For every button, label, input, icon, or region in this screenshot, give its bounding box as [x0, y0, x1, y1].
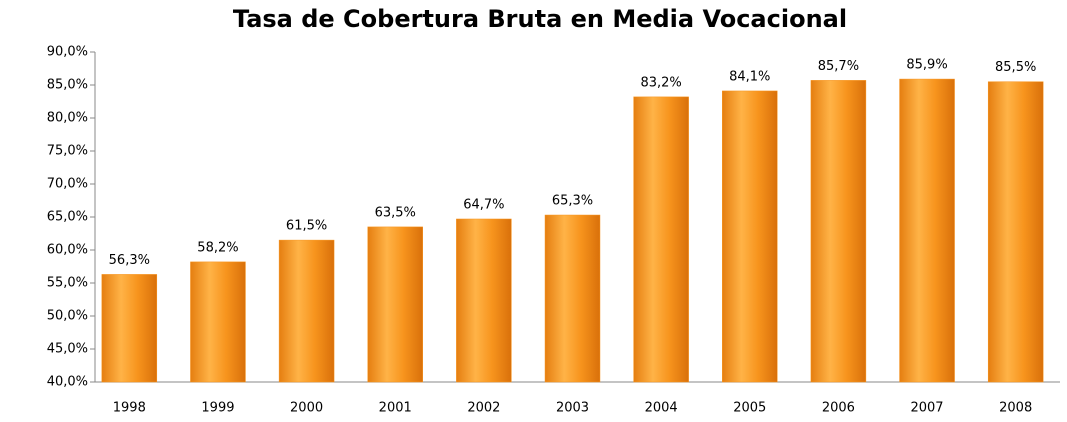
bar: [367, 226, 423, 383]
data-label: 64,7%: [463, 197, 504, 212]
data-label: 65,3%: [552, 194, 593, 209]
bar: [633, 96, 689, 383]
y-tick-label: 65,0%: [47, 210, 88, 225]
y-tick-label: 60,0%: [47, 243, 88, 258]
bar: [278, 239, 335, 383]
x-tick-label: 2001: [379, 401, 412, 416]
bar: [810, 80, 867, 383]
y-tick-label: 75,0%: [47, 144, 88, 159]
x-tick-label: 2007: [910, 401, 943, 416]
x-tick-label: 1998: [113, 401, 146, 416]
x-tick-label: 2005: [733, 401, 766, 416]
y-tick-label: 80,0%: [47, 111, 88, 126]
bar: [722, 90, 778, 383]
chart-title: Tasa de Cobertura Bruta en Media Vocacio…: [233, 5, 847, 33]
data-label: 85,9%: [906, 58, 947, 73]
data-label: 56,3%: [109, 253, 150, 268]
y-tick-label: 50,0%: [47, 309, 88, 324]
data-label: 85,5%: [995, 60, 1036, 75]
data-label: 84,1%: [729, 69, 770, 84]
x-tick-label: 2004: [645, 401, 678, 416]
bar: [190, 261, 246, 383]
x-tick-label: 2003: [556, 401, 589, 416]
x-tick-label: 2002: [467, 401, 500, 416]
bar: [899, 78, 955, 383]
data-label: 83,2%: [640, 75, 681, 90]
y-tick-label: 55,0%: [47, 276, 88, 291]
x-tick-label: 2006: [822, 401, 855, 416]
y-tick-label: 85,0%: [47, 78, 88, 93]
bar: [987, 81, 1044, 383]
x-tick-label: 1999: [201, 401, 234, 416]
bar: [456, 218, 512, 383]
y-tick-label: 70,0%: [47, 177, 88, 192]
data-label: 85,7%: [818, 59, 859, 74]
x-tick-label: 2000: [290, 401, 323, 416]
data-label: 63,5%: [375, 205, 416, 220]
y-tick-label: 45,0%: [47, 342, 88, 357]
x-tick-label: 2008: [999, 401, 1032, 416]
y-tick-label: 40,0%: [47, 375, 88, 390]
data-label: 61,5%: [286, 219, 327, 234]
y-tick-label: 90,0%: [47, 45, 88, 60]
data-label: 58,2%: [197, 240, 238, 255]
bar: [101, 274, 158, 383]
bar: [544, 214, 601, 383]
